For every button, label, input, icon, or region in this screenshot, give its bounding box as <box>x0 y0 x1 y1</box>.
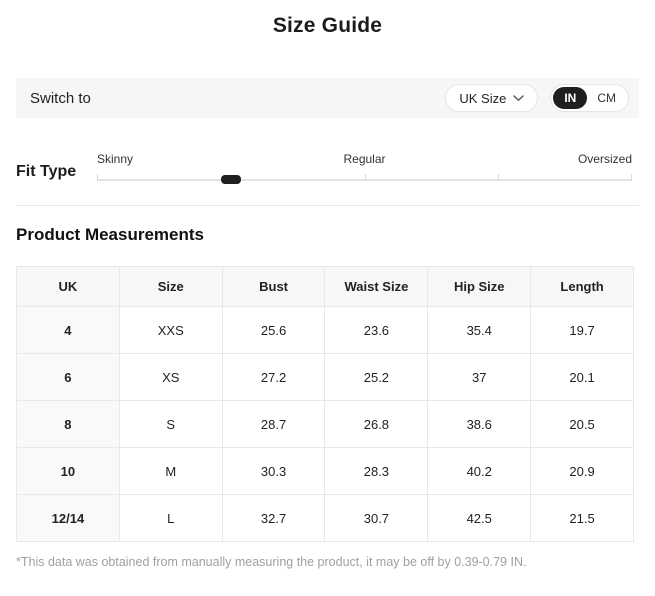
table-cell: 40.2 <box>427 447 532 495</box>
fit-type-slider: Skinny Regular Oversized <box>97 152 632 184</box>
unit-option-in[interactable]: IN <box>553 87 588 109</box>
table-cell: 26.8 <box>324 400 429 448</box>
table-cell: 4 <box>16 306 120 354</box>
table-cell: 10 <box>16 447 120 495</box>
size-system-value: UK Size <box>459 90 507 106</box>
table-cell: 12/14 <box>16 494 120 542</box>
table-cell: XS <box>118 353 223 401</box>
switch-controls: UK Size IN CM <box>445 84 629 112</box>
column-header-uk: UK <box>16 266 120 307</box>
table-cell: XXS <box>118 306 223 354</box>
chevron-down-icon <box>513 95 525 102</box>
table-cell: 37 <box>427 353 532 401</box>
table-cell: M <box>118 447 223 495</box>
table-cell: 6 <box>16 353 120 401</box>
size-system-dropdown[interactable]: UK Size <box>445 84 539 112</box>
fit-track-tick <box>498 174 500 181</box>
fit-track-tick <box>97 174 98 181</box>
table-cell: 28.3 <box>324 447 429 495</box>
unit-option-cm[interactable]: CM <box>597 91 616 105</box>
measurements-table: UK Size Bust Waist Size Hip Size Length … <box>16 266 634 542</box>
column-header-waist: Waist Size <box>324 266 429 307</box>
table-cell: 8 <box>16 400 120 448</box>
switch-to-bar: Switch to UK Size IN CM <box>16 78 639 118</box>
column-header-hip: Hip Size <box>427 266 532 307</box>
fit-type-label: Fit Type <box>16 163 77 180</box>
column-header-bust: Bust <box>221 266 326 307</box>
table-row: 4 XXS 25.6 23.6 35.4 19.7 <box>16 306 634 354</box>
table-cell: 30.7 <box>324 494 429 542</box>
table-cell: 25.6 <box>221 306 326 354</box>
fit-level-skinny: Skinny <box>97 152 134 166</box>
column-header-size: Size <box>118 266 223 307</box>
table-cell: 20.5 <box>530 400 634 448</box>
fit-type-level-labels: Skinny Regular Oversized <box>97 152 632 166</box>
table-cell: 23.6 <box>324 306 429 354</box>
switch-to-label: Switch to <box>30 89 91 107</box>
unit-toggle[interactable]: IN CM <box>550 84 629 112</box>
fit-track-tick <box>364 174 366 181</box>
table-cell: 19.7 <box>530 306 634 354</box>
fit-level-oversized: Oversized <box>577 152 632 166</box>
table-cell: 28.7 <box>221 400 326 448</box>
table-cell: 20.9 <box>530 447 634 495</box>
fit-type-marker <box>220 175 241 184</box>
table-header-row: UK Size Bust Waist Size Hip Size Length <box>16 266 634 307</box>
table-row: 8 S 28.7 26.8 38.6 20.5 <box>16 400 634 448</box>
product-measurements-heading: Product Measurements <box>16 225 204 244</box>
fit-track-tick <box>631 174 632 181</box>
fit-type-track <box>97 174 632 184</box>
table-row: 10 M 30.3 28.3 40.2 20.9 <box>16 447 634 495</box>
table-cell: 25.2 <box>324 353 429 401</box>
table-cell: 21.5 <box>530 494 634 542</box>
section-divider <box>16 205 639 206</box>
table-cell: L <box>118 494 223 542</box>
fit-level-regular: Regular <box>343 152 386 166</box>
table-cell: S <box>118 400 223 448</box>
page-title: Size Guide <box>272 14 383 37</box>
table-row: 12/14 L 32.7 30.7 42.5 21.5 <box>16 494 634 542</box>
table-cell: 32.7 <box>221 494 326 542</box>
table-cell: 35.4 <box>427 306 532 354</box>
table-cell: 20.1 <box>530 353 634 401</box>
table-cell: 27.2 <box>221 353 326 401</box>
fit-type-section: Fit Type Skinny Regular Oversized <box>16 152 632 184</box>
column-header-length: Length <box>530 266 634 307</box>
table-row: 6 XS 27.2 25.2 37 20.1 <box>16 353 634 401</box>
measurement-disclaimer: *This data was obtained from manually me… <box>16 555 527 569</box>
table-cell: 38.6 <box>427 400 532 448</box>
table-cell: 30.3 <box>221 447 326 495</box>
table-cell: 42.5 <box>427 494 532 542</box>
